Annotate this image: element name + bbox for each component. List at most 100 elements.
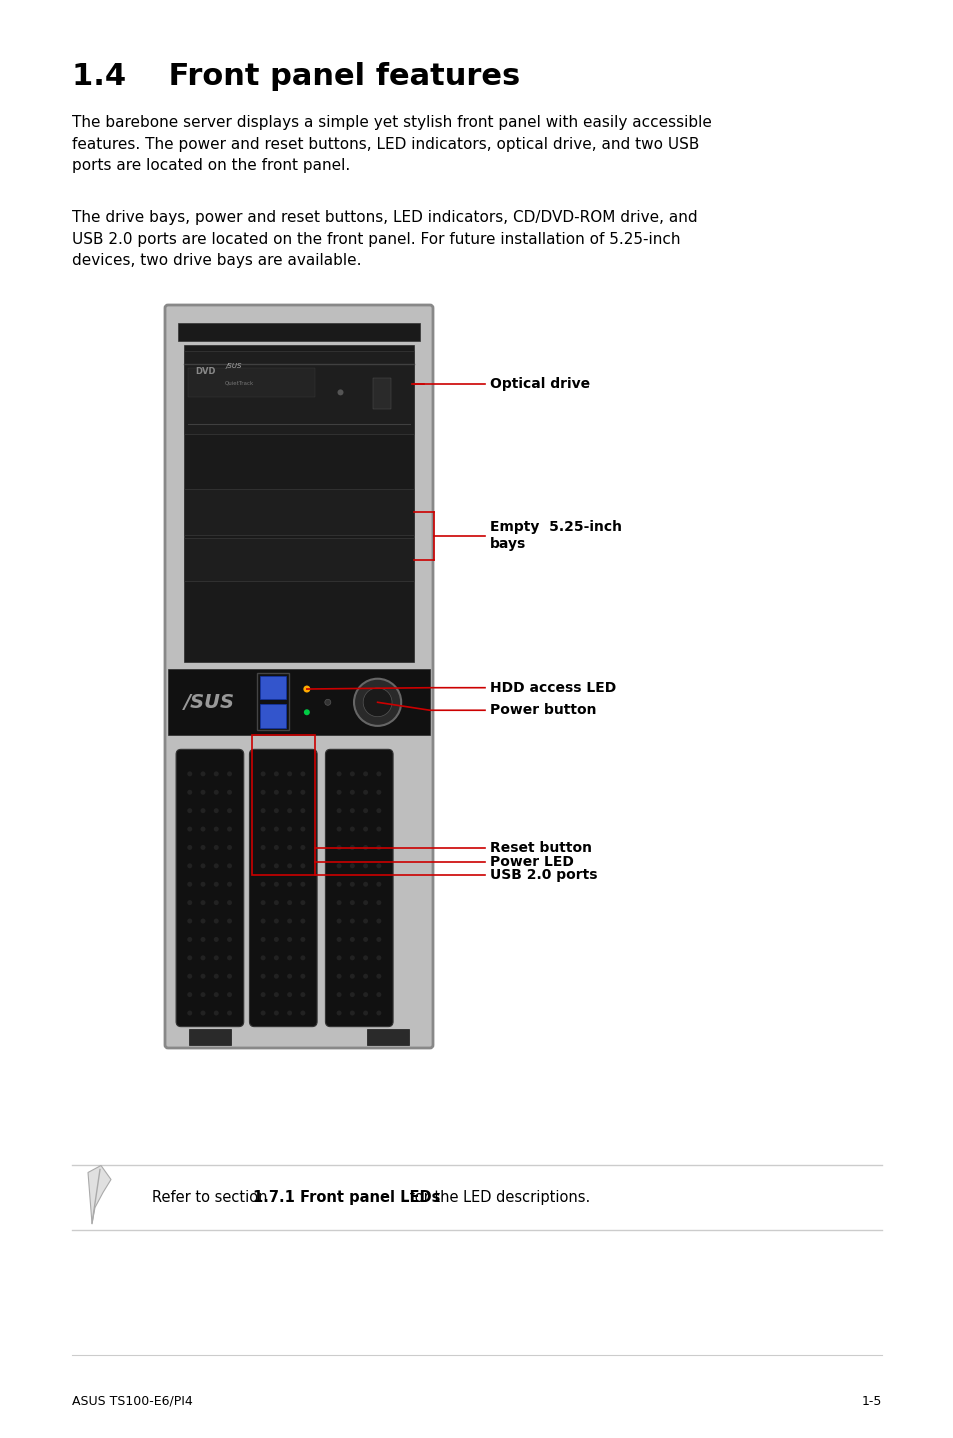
Circle shape [274,974,278,979]
Bar [259,676,286,699]
Bar [184,538,414,581]
Circle shape [213,974,218,979]
Circle shape [287,900,292,905]
Circle shape [187,863,193,869]
Circle shape [336,881,341,887]
Circle shape [300,827,305,831]
Circle shape [227,827,232,831]
Circle shape [213,900,218,905]
Circle shape [376,771,381,777]
Circle shape [336,771,341,777]
Circle shape [337,390,343,395]
Circle shape [213,846,218,850]
Circle shape [274,900,278,905]
Circle shape [227,771,232,777]
Circle shape [227,938,232,942]
Text: Reset button: Reset button [490,841,592,854]
Circle shape [227,1011,232,1015]
Circle shape [336,974,341,979]
Text: /SUS: /SUS [184,693,234,712]
Circle shape [260,863,265,869]
Circle shape [260,808,265,812]
Circle shape [363,1011,368,1015]
Text: Power LED: Power LED [490,856,574,869]
Circle shape [227,808,232,812]
Circle shape [354,679,401,726]
Circle shape [287,808,292,812]
Circle shape [187,1011,193,1015]
Circle shape [350,771,355,777]
Circle shape [287,1011,292,1015]
Circle shape [227,992,232,997]
Circle shape [336,808,341,812]
Circle shape [287,974,292,979]
Circle shape [274,863,278,869]
Circle shape [200,938,205,942]
Circle shape [376,992,381,997]
Text: Refer to section: Refer to section [152,1191,272,1205]
FancyBboxPatch shape [176,749,243,1027]
Circle shape [350,827,355,831]
Circle shape [260,789,265,795]
Circle shape [187,974,193,979]
Circle shape [376,900,381,905]
Circle shape [274,808,278,812]
Circle shape [376,846,381,850]
Circle shape [227,881,232,887]
Circle shape [187,955,193,961]
Circle shape [324,699,331,705]
Circle shape [187,881,193,887]
Circle shape [187,827,193,831]
Text: Optical drive: Optical drive [490,377,590,391]
Circle shape [376,827,381,831]
Circle shape [187,900,193,905]
Circle shape [350,789,355,795]
Circle shape [303,686,310,693]
Circle shape [213,789,218,795]
Circle shape [227,863,232,869]
Circle shape [363,919,368,923]
Circle shape [350,808,355,812]
Circle shape [300,771,305,777]
Circle shape [336,938,341,942]
Circle shape [350,974,355,979]
FancyBboxPatch shape [325,749,393,1027]
Circle shape [260,938,265,942]
Circle shape [287,881,292,887]
Circle shape [200,771,205,777]
Circle shape [287,919,292,923]
Circle shape [376,808,381,812]
Circle shape [274,881,278,887]
Circle shape [363,808,368,812]
Text: Power button: Power button [490,703,596,718]
Circle shape [363,771,368,777]
Bar [184,351,414,434]
Circle shape [260,974,265,979]
Circle shape [213,955,218,961]
Circle shape [260,771,265,777]
Bar [373,378,391,408]
Circle shape [287,827,292,831]
Circle shape [336,863,341,869]
Circle shape [376,955,381,961]
Circle shape [287,863,292,869]
Circle shape [200,808,205,812]
Circle shape [376,863,381,869]
Text: DVD: DVD [195,367,215,377]
Circle shape [200,919,205,923]
Circle shape [376,974,381,979]
Circle shape [350,1011,355,1015]
Circle shape [300,938,305,942]
Circle shape [187,846,193,850]
Text: /SUS: /SUS [225,362,241,368]
Circle shape [304,709,310,715]
Circle shape [350,955,355,961]
Circle shape [363,955,368,961]
Bar [252,735,314,876]
Bar [178,322,419,341]
Text: The drive bays, power and reset buttons, LED indicators, CD/DVD-ROM drive, and
U: The drive bays, power and reset buttons,… [71,210,697,269]
Text: 1.7.1 Front panel LEDs: 1.7.1 Front panel LEDs [253,1191,440,1205]
Circle shape [376,1011,381,1015]
Text: Empty  5.25-inch
bays: Empty 5.25-inch bays [490,521,621,551]
Bar [168,669,430,735]
